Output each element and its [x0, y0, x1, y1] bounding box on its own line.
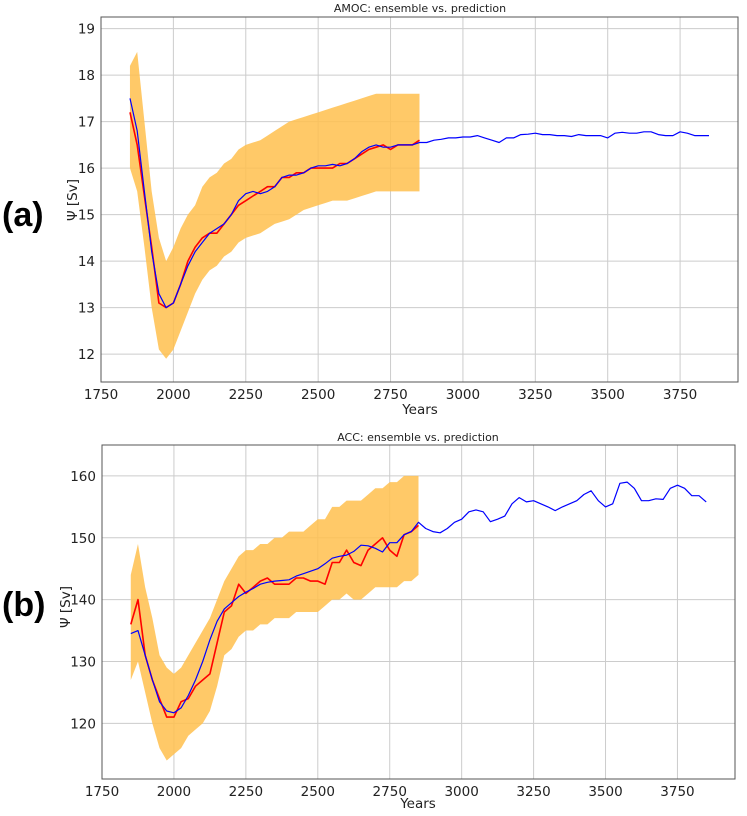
y-axis-label: Ψ [Sv]: [58, 586, 74, 628]
x-tick-label: 3250: [516, 784, 550, 800]
y-tick-label: 120: [70, 716, 96, 732]
chart-title: ACC: ensemble vs. prediction: [337, 431, 499, 444]
x-tick-label: 2750: [373, 387, 407, 403]
ensemble-spread-band: [130, 475, 419, 761]
y-tick-label: 140: [70, 593, 96, 609]
x-tick-label: 2750: [373, 784, 407, 800]
y-tick-label: 160: [70, 469, 96, 485]
ensemble-mean-line: [130, 524, 420, 718]
y-tick-label: 12: [78, 347, 95, 363]
x-tick-label: 3500: [588, 784, 622, 800]
x-axis-label: Years: [401, 402, 438, 418]
x-tick-label: 1750: [84, 387, 118, 403]
panel-label-a: (a): [2, 196, 44, 234]
acc-chart: ACC: ensemble vs. prediction Years Ψ [Sv…: [58, 431, 736, 812]
chart-title: AMOC: ensemble vs. prediction: [334, 2, 506, 15]
x-tick-label: 3750: [660, 784, 694, 800]
y-tick-label: 150: [70, 531, 96, 547]
y-tick-label: 16: [78, 161, 95, 177]
x-tick-label: 3500: [591, 387, 625, 403]
x-tick-label: 2500: [301, 784, 335, 800]
y-axis-label: Ψ [Sv]: [65, 179, 81, 221]
ensemble-spread-band: [129, 51, 420, 359]
y-tick-label: 130: [70, 654, 96, 670]
x-tick-label: 3000: [446, 387, 480, 403]
x-tick-label: 2000: [156, 387, 190, 403]
plot-frame: [100, 16, 739, 383]
y-tick-label: 14: [78, 254, 95, 270]
x-tick-label: 2250: [229, 784, 263, 800]
prediction-line: [129, 98, 709, 309]
x-tick-label: 2250: [229, 387, 263, 403]
y-tick-label: 18: [78, 68, 95, 84]
x-tick-label: 3000: [444, 784, 478, 800]
x-tick-label: 2000: [157, 784, 191, 800]
amoc-chart: AMOC: ensemble vs. prediction Years Ψ [S…: [65, 2, 739, 418]
panel-label-b: (b): [2, 586, 45, 624]
y-tick-label: 15: [78, 208, 95, 224]
x-tick-label: 3250: [518, 387, 552, 403]
plot-frame: [101, 444, 736, 780]
x-axis-label: Years: [399, 796, 436, 812]
y-tick-label: 17: [78, 115, 95, 131]
prediction-line: [130, 481, 707, 714]
y-tick-label: 13: [78, 301, 95, 317]
x-tick-label: 3750: [663, 387, 697, 403]
x-tick-label: 1750: [85, 784, 119, 800]
x-tick-label: 2500: [301, 387, 335, 403]
y-tick-label: 19: [78, 22, 95, 38]
